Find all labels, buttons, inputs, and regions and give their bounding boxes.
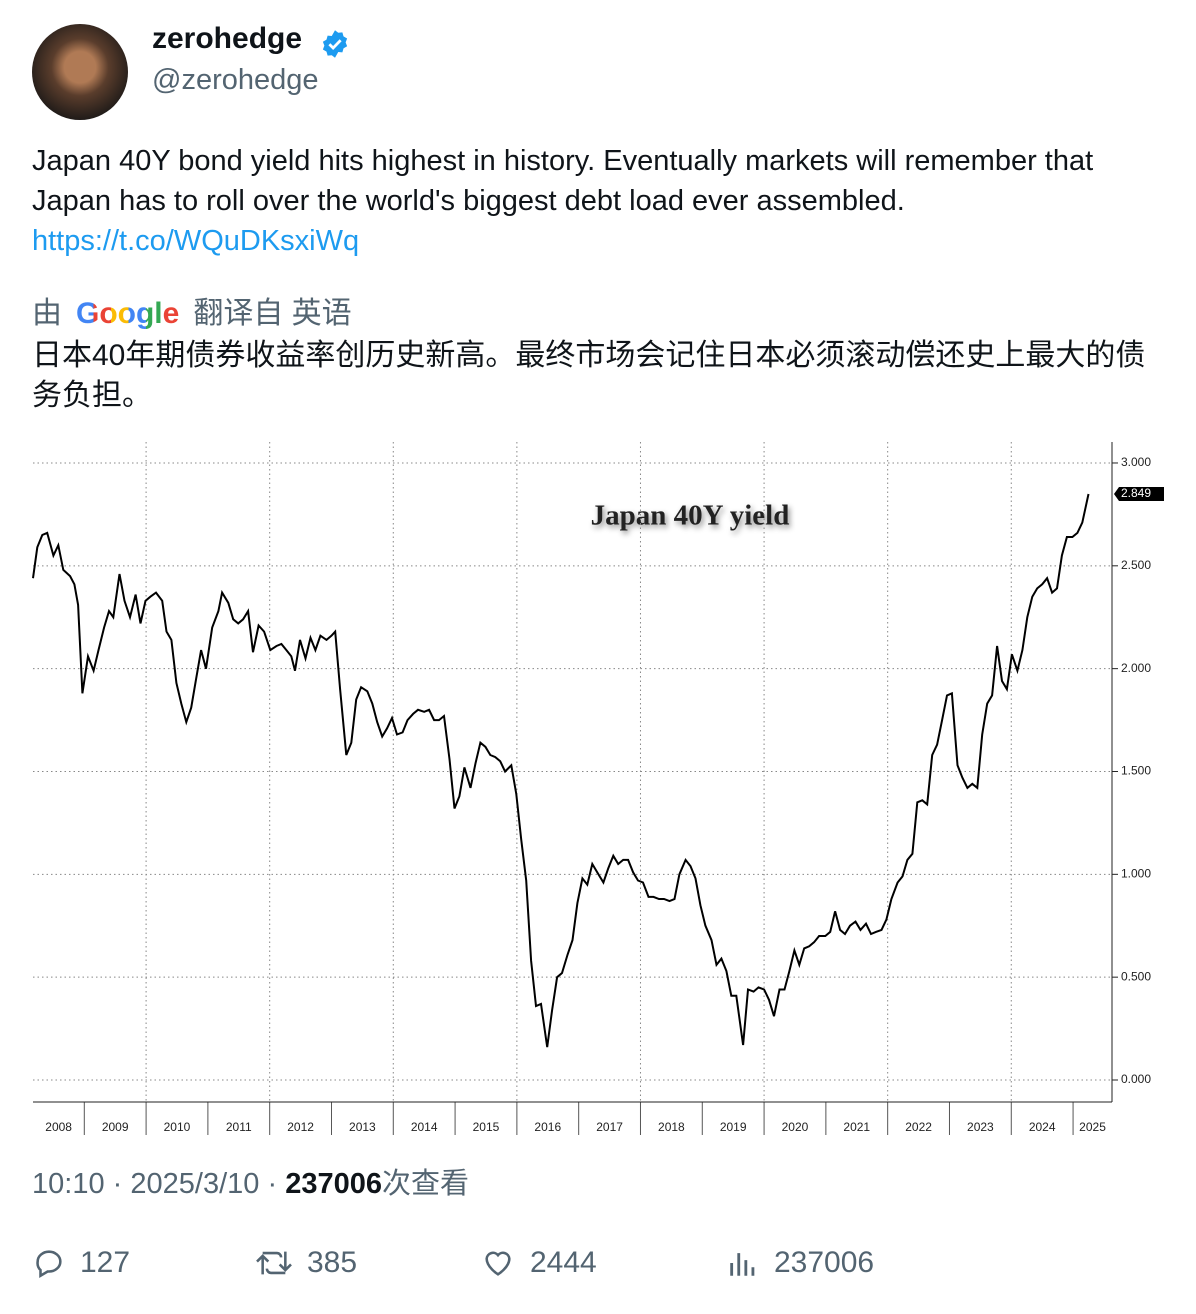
separator: · — [112, 1168, 123, 1200]
x-tick-label: 2010 — [164, 1120, 191, 1134]
x-tick-label: 2021 — [843, 1120, 870, 1134]
like-count: 2444 — [530, 1246, 597, 1279]
last-value-marker — [1114, 487, 1164, 502]
x-tick-label: 2018 — [658, 1120, 685, 1134]
time[interactable]: 10:10 — [32, 1168, 105, 1200]
verified-badge — [322, 30, 348, 58]
x-tick-label: 2013 — [349, 1120, 376, 1134]
y-tick-label: 0.000 — [1121, 1072, 1151, 1086]
x-tick-label: 2025 — [1079, 1120, 1106, 1134]
reply-icon — [36, 1250, 62, 1279]
translation-header: 由 Google 翻译自 英语 — [32, 288, 352, 332]
x-tick-label: 2019 — [720, 1120, 747, 1134]
chart-title: Japan 40Y yield — [591, 500, 790, 532]
x-tick-label: 2016 — [534, 1120, 561, 1134]
x-tick-label: 2008 — [45, 1120, 72, 1134]
views-stat: 237006 — [774, 1246, 875, 1279]
tweet-body: Japan 40Y bond yield hits highest in his… — [32, 141, 1167, 261]
retweet-button[interactable]: 385 — [255, 1246, 357, 1280]
date[interactable]: 2025/3/10 — [130, 1168, 260, 1200]
like-button[interactable]: 2444 — [480, 1246, 597, 1280]
separator: · — [267, 1168, 278, 1200]
retweet-count: 385 — [307, 1246, 358, 1279]
translation-provider: Google — [76, 297, 180, 330]
line-series — [32, 493, 1090, 1048]
x-tick-label: 2023 — [967, 1120, 994, 1134]
x-tick-label: 2014 — [411, 1120, 438, 1134]
y-tick-label: 1.000 — [1121, 866, 1151, 880]
tweet-link[interactable]: https://t.co/WQuDKsxiWq — [32, 225, 360, 257]
translation-prefix: 由 — [32, 297, 62, 330]
reply-button[interactable]: 127 — [32, 1246, 130, 1280]
last-value-label: 2.849 — [1121, 486, 1151, 500]
y-tick-label: 0.500 — [1121, 969, 1151, 983]
reply-count: 127 — [80, 1246, 131, 1279]
x-tick-label: 2009 — [102, 1120, 129, 1134]
y-tick-label: 2.500 — [1121, 558, 1151, 572]
x-tick-label: 2024 — [1029, 1120, 1056, 1134]
x-tick-label: 2017 — [596, 1120, 623, 1134]
translated-text: 日本40年期债券收益率创历史新高。最终市场会记住日本必须滚动偿还史上最大的债务负… — [32, 339, 1146, 412]
x-tick-label: 2015 — [473, 1120, 500, 1134]
retweet-icon — [256, 1251, 292, 1275]
like-icon — [485, 1251, 511, 1276]
view-count: 237006 — [285, 1168, 382, 1200]
views-icon — [730, 1253, 755, 1276]
y-tick-label: 1.500 — [1121, 764, 1151, 778]
user-handle[interactable]: @zerohedge — [152, 64, 319, 96]
x-tick-label: 2012 — [287, 1120, 314, 1134]
translation-suffix: 翻译自 英语 — [193, 297, 352, 330]
y-tick-label: 2.000 — [1121, 661, 1151, 675]
views-label: 次查看 — [381, 1168, 469, 1200]
x-tick-label: 2022 — [905, 1120, 932, 1134]
views-button[interactable]: 237006 — [726, 1246, 874, 1280]
user-name[interactable]: zerohedge — [152, 22, 303, 55]
tweet-text: Japan 40Y bond yield hits highest in his… — [32, 145, 1094, 217]
tweet-meta: 10:10 · 2025/3/10 · 237006次查看 — [32, 1160, 469, 1202]
x-tick-label: 2011 — [226, 1120, 252, 1134]
avatar[interactable] — [32, 24, 128, 120]
y-tick-label: 3.000 — [1121, 455, 1151, 469]
chart: Japan 40Y yield 0.000 0.500 1.000 1.500 2.00… — [32, 442, 1164, 1135]
x-tick-label: 2020 — [782, 1120, 809, 1134]
